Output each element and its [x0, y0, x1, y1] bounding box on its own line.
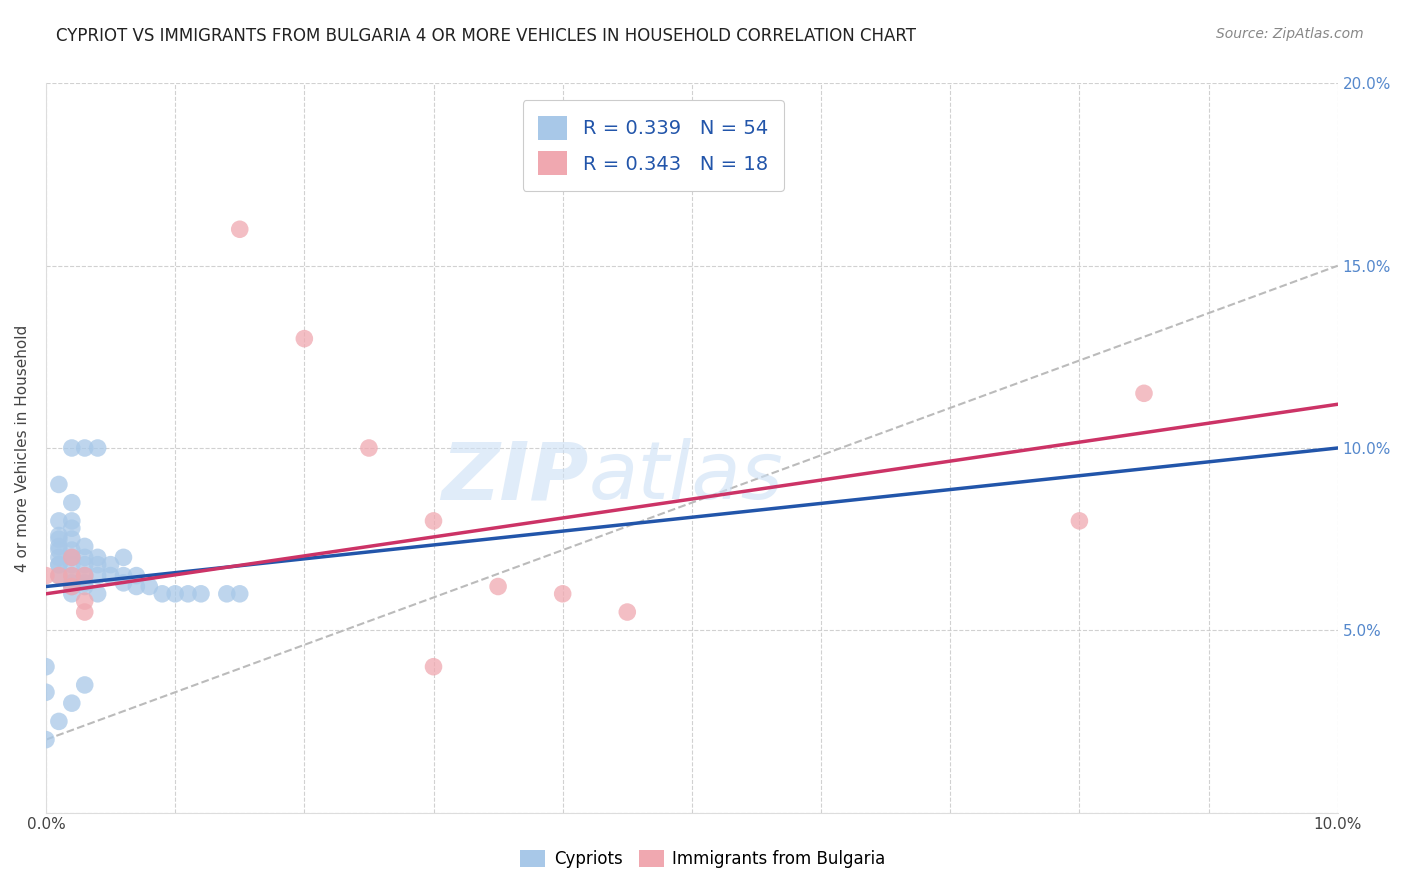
- Point: [48, 558, 70, 572]
- Point: [48, 568, 70, 582]
- Point: [48, 540, 70, 554]
- Point: [73, 568, 96, 582]
- Point: [486, 580, 509, 594]
- Point: [73, 678, 96, 692]
- Point: [35, 732, 58, 747]
- Point: [60, 496, 83, 510]
- Point: [1069, 514, 1091, 528]
- Point: [73, 594, 96, 608]
- Point: [60, 532, 83, 546]
- Point: [35, 659, 58, 673]
- Point: [100, 558, 122, 572]
- Point: [60, 514, 83, 528]
- Point: [73, 558, 96, 572]
- Point: [177, 587, 200, 601]
- Point: [165, 587, 187, 601]
- Point: [60, 521, 83, 535]
- Point: [60, 568, 83, 582]
- Point: [60, 587, 83, 601]
- Point: [73, 568, 96, 582]
- Point: [60, 696, 83, 710]
- Point: [229, 587, 252, 601]
- Point: [215, 587, 238, 601]
- Point: [86, 441, 108, 455]
- Legend: R = 0.339   N = 54, R = 0.343   N = 18: R = 0.339 N = 54, R = 0.343 N = 18: [523, 101, 783, 191]
- Point: [60, 580, 83, 594]
- Point: [100, 568, 122, 582]
- Text: ZIP: ZIP: [441, 438, 589, 516]
- Point: [73, 540, 96, 554]
- Point: [125, 580, 148, 594]
- Point: [60, 441, 83, 455]
- Point: [60, 575, 83, 590]
- Text: atlas: atlas: [589, 438, 783, 516]
- Point: [73, 580, 96, 594]
- Point: [125, 568, 148, 582]
- Point: [60, 550, 83, 565]
- Point: [86, 558, 108, 572]
- Point: [551, 587, 574, 601]
- Point: [60, 543, 83, 558]
- Point: [60, 558, 83, 572]
- Point: [60, 550, 83, 565]
- Point: [48, 568, 70, 582]
- Point: [112, 568, 135, 582]
- Point: [190, 587, 212, 601]
- Point: [60, 580, 83, 594]
- Point: [60, 568, 83, 582]
- Point: [48, 714, 70, 729]
- Point: [35, 685, 58, 699]
- Point: [616, 605, 638, 619]
- Point: [86, 550, 108, 565]
- Point: [1133, 386, 1156, 401]
- Point: [138, 580, 160, 594]
- Point: [48, 550, 70, 565]
- Point: [422, 659, 444, 673]
- Point: [73, 605, 96, 619]
- Point: [150, 587, 173, 601]
- Point: [112, 550, 135, 565]
- Text: CYPRIOT VS IMMIGRANTS FROM BULGARIA 4 OR MORE VEHICLES IN HOUSEHOLD CORRELATION : CYPRIOT VS IMMIGRANTS FROM BULGARIA 4 OR…: [56, 27, 917, 45]
- Y-axis label: 4 or more Vehicles in Household: 4 or more Vehicles in Household: [15, 325, 30, 572]
- Point: [422, 514, 444, 528]
- Point: [86, 587, 108, 601]
- Point: [35, 568, 58, 582]
- Point: [292, 332, 315, 346]
- Point: [48, 514, 70, 528]
- Point: [48, 528, 70, 542]
- Point: [229, 222, 252, 236]
- Point: [73, 441, 96, 455]
- Point: [48, 477, 70, 491]
- Point: [48, 532, 70, 546]
- Point: [73, 550, 96, 565]
- Point: [357, 441, 380, 455]
- Point: [48, 558, 70, 572]
- Point: [48, 543, 70, 558]
- Point: [73, 575, 96, 590]
- Point: [86, 568, 108, 582]
- Text: Source: ZipAtlas.com: Source: ZipAtlas.com: [1216, 27, 1364, 41]
- Legend: Cypriots, Immigrants from Bulgaria: Cypriots, Immigrants from Bulgaria: [513, 843, 893, 875]
- Point: [112, 575, 135, 590]
